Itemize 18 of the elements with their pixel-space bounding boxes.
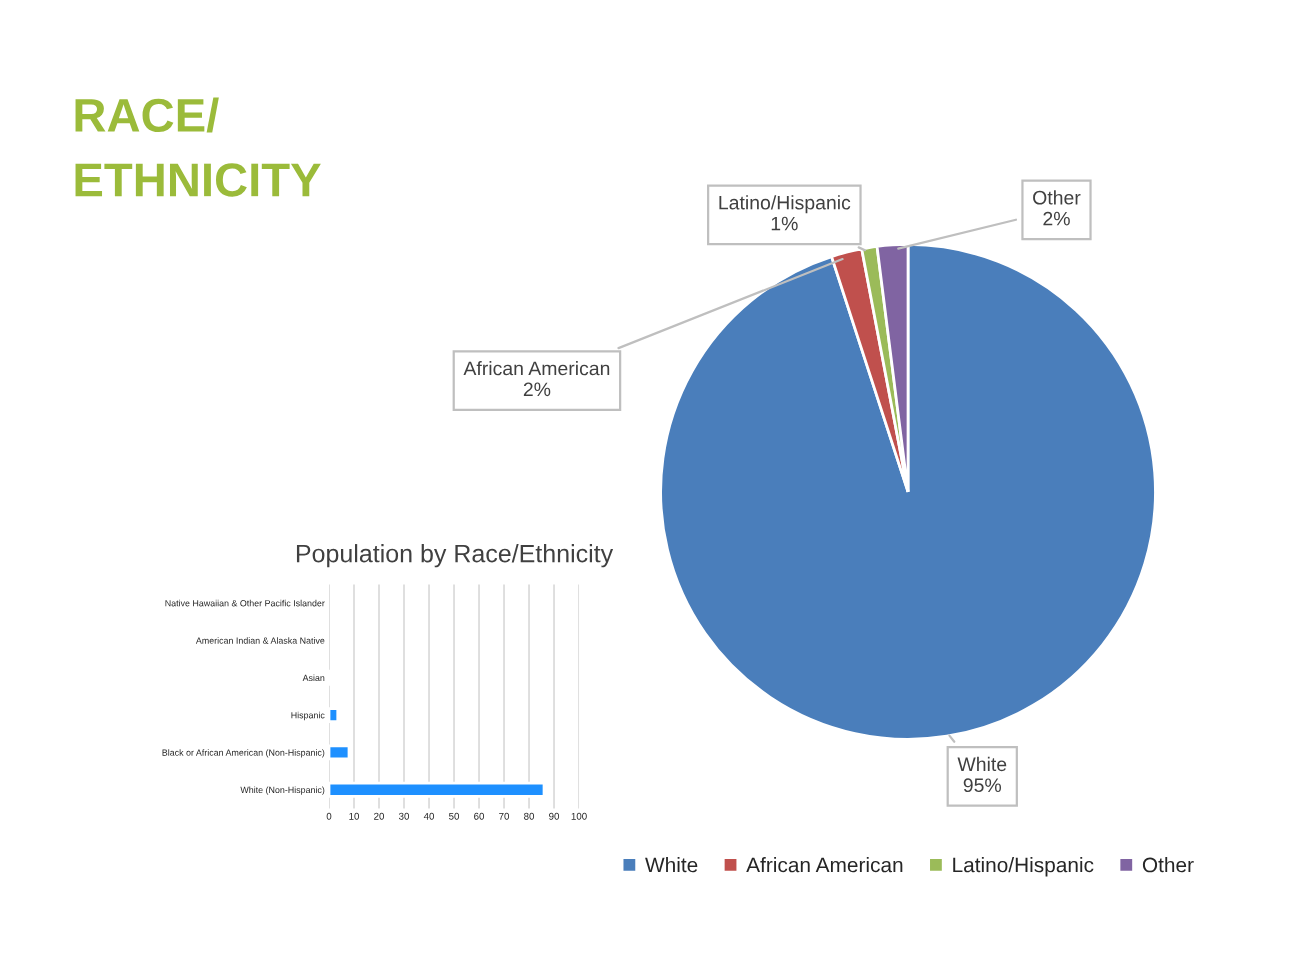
bar bbox=[329, 707, 340, 723]
slice-label: Latino/Hispanic bbox=[719, 195, 851, 214]
pie-slice bbox=[659, 243, 1157, 741]
data-label: 1% bbox=[771, 216, 798, 231]
legend-label: African American bbox=[746, 856, 903, 873]
data-label: 95% bbox=[963, 778, 1002, 793]
data-label: 2% bbox=[523, 382, 551, 397]
bar bbox=[329, 744, 351, 761]
bar bbox=[329, 781, 546, 798]
data-label: 2% bbox=[1043, 211, 1070, 226]
slice-label: Other bbox=[1033, 190, 1081, 205]
chart-title: RACE/ ETHNICITY bbox=[75, 97, 321, 197]
legend-label: White bbox=[645, 856, 698, 873]
legend-label: Other bbox=[1142, 856, 1194, 873]
chart-title: Population by Race/Ethnicity bbox=[296, 544, 614, 568]
slice-label: White bbox=[957, 756, 1007, 772]
slice-label: African American bbox=[463, 361, 610, 376]
legend-label: Latino/Hispanic bbox=[953, 856, 1094, 877]
